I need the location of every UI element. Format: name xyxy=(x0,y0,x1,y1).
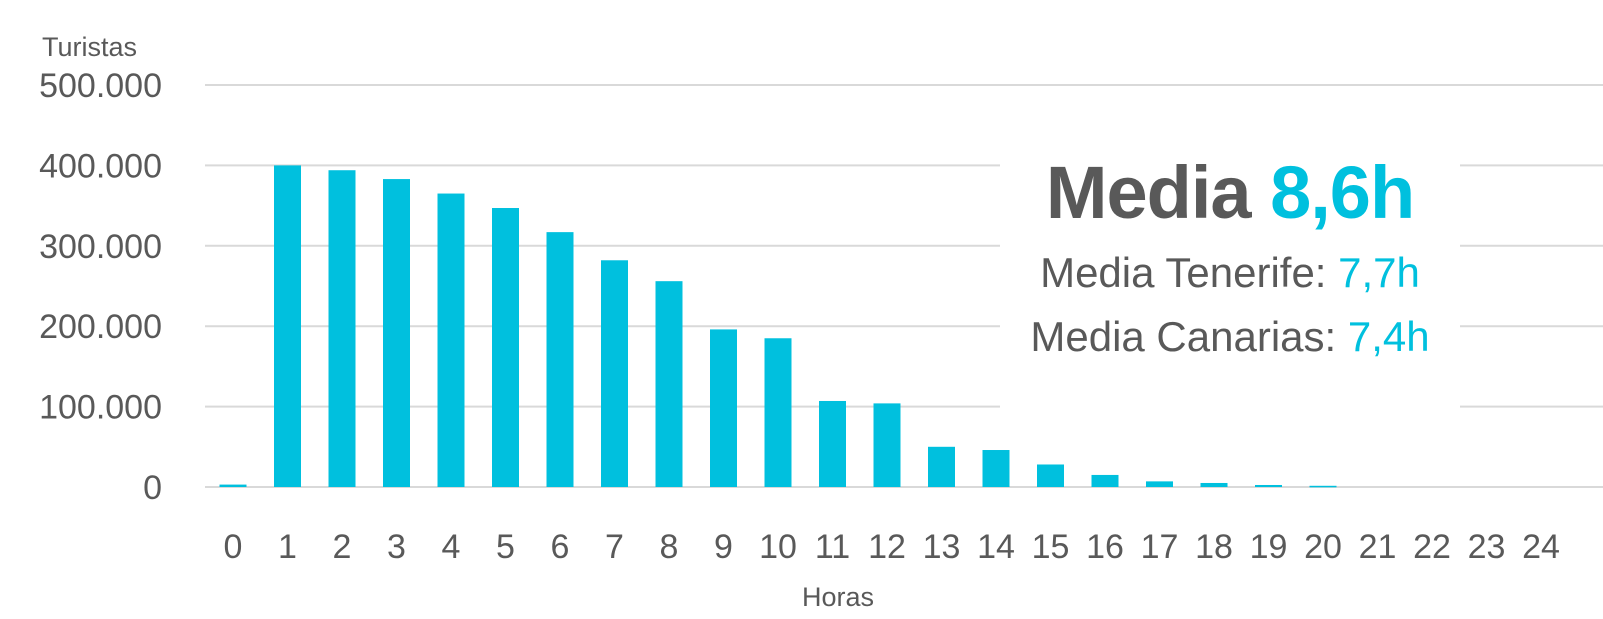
x-tick-label: 6 xyxy=(551,528,570,566)
x-tick-label: 1 xyxy=(278,528,297,566)
x-tick-label: 22 xyxy=(1413,528,1451,566)
bar-hour-8 xyxy=(655,281,683,487)
x-tick-label: 7 xyxy=(605,528,624,566)
x-tick-label: 10 xyxy=(759,528,797,566)
x-tick-label: 3 xyxy=(387,528,406,566)
media-main: Media 8,6h xyxy=(1000,156,1460,230)
bar-hour-9 xyxy=(710,329,737,487)
bar-hour-20 xyxy=(1309,485,1337,488)
y-tick-label: 300.000 xyxy=(39,228,162,266)
x-tick-label: 19 xyxy=(1250,528,1288,566)
x-tick-label: 9 xyxy=(714,528,733,566)
y-axis-ticks: 0 100.000 200.000 300.000 400.000 500.000 xyxy=(39,67,162,507)
bar-hour-14 xyxy=(982,450,1010,487)
bar-hour-7 xyxy=(601,260,628,487)
x-tick-label: 8 xyxy=(660,528,679,566)
x-tick-label: 0 xyxy=(224,528,243,566)
bar-hour-0 xyxy=(219,484,247,487)
bar-hour-11 xyxy=(819,400,846,487)
bar-hour-12 xyxy=(873,403,901,487)
bar-hour-5 xyxy=(492,208,519,487)
x-axis-title: Horas xyxy=(802,582,874,612)
average-annotation: Media 8,6h Media Tenerife: 7,7h Media Ca… xyxy=(1000,140,1460,410)
bars xyxy=(219,165,1337,488)
media-canarias-value: 7,4h xyxy=(1347,313,1430,360)
x-tick-label: 23 xyxy=(1468,528,1506,566)
y-tick-label: 200.000 xyxy=(39,308,162,346)
bar-hour-16 xyxy=(1091,474,1119,487)
bar-hour-10 xyxy=(764,338,792,487)
x-tick-label: 12 xyxy=(868,528,906,566)
bar-hour-18 xyxy=(1200,482,1228,487)
x-tick-label: 2 xyxy=(333,528,352,566)
x-tick-label: 4 xyxy=(442,528,461,566)
y-tick-label: 0 xyxy=(143,469,162,507)
x-tick-label: 17 xyxy=(1141,528,1179,566)
bar-hour-15 xyxy=(1037,464,1064,487)
x-tick-label: 14 xyxy=(977,528,1015,566)
media-tenerife-value: 7,7h xyxy=(1338,249,1420,296)
bar-hour-2 xyxy=(328,170,356,487)
y-tick-label: 400.000 xyxy=(39,147,162,185)
y-tick-label: 500.000 xyxy=(39,67,162,105)
x-tick-label: 21 xyxy=(1359,528,1397,566)
x-axis-ticks: 0 1 2 3 4 5 6 7 8 9 10 11 12 13 14 15 16 17 18 19 20 21 22 23 24 xyxy=(224,528,1560,566)
bar-hour-3 xyxy=(383,179,410,487)
x-tick-label: 18 xyxy=(1195,528,1233,566)
x-tick-label: 11 xyxy=(815,528,850,566)
bar-hour-6 xyxy=(546,232,574,487)
media-tenerife: Media Tenerife: 7,7h xyxy=(1000,252,1460,294)
media-label: Media xyxy=(1045,151,1252,234)
x-tick-label: 24 xyxy=(1522,528,1560,566)
x-tick-label: 16 xyxy=(1086,528,1124,566)
y-tick-label: 100.000 xyxy=(39,389,162,427)
bar-hour-1 xyxy=(274,165,301,487)
media-tenerife-label: Media Tenerife: xyxy=(1040,249,1327,296)
bar-hour-13 xyxy=(928,446,955,487)
bar-hour-19 xyxy=(1255,484,1282,487)
x-tick-label: 5 xyxy=(496,528,515,566)
x-tick-label: 15 xyxy=(1032,528,1070,566)
media-value: 8,6h xyxy=(1270,151,1415,234)
media-canarias-label: Media Canarias: xyxy=(1030,313,1337,360)
x-tick-label: 13 xyxy=(923,528,961,566)
bar-hour-4 xyxy=(437,193,465,488)
bar-hour-17 xyxy=(1146,481,1173,487)
y-axis-title: Turistas xyxy=(42,32,137,62)
x-tick-label: 20 xyxy=(1304,528,1342,566)
media-canarias: Media Canarias: 7,4h xyxy=(1000,316,1460,358)
